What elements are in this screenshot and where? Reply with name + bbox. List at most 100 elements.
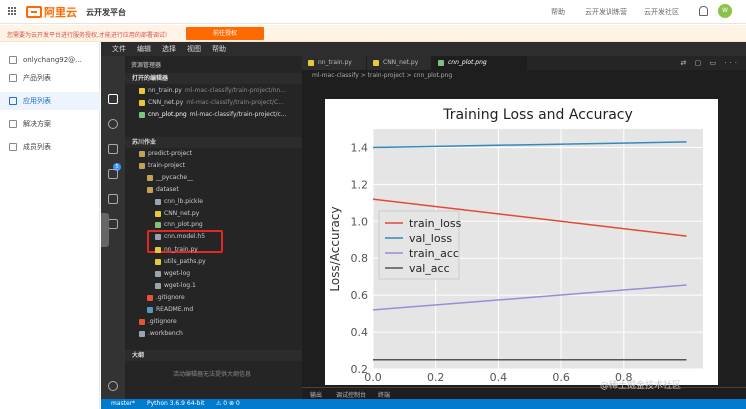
notice-text: 您需要为云开发平台进行服务授权,才能进行应用的部署调试! — [7, 32, 168, 39]
tree-item[interactable]: cnn.model.h5 — [155, 231, 205, 242]
folder-icon — [147, 186, 153, 193]
python-interpreter[interactable]: Python 3.6.9 64-bit — [147, 400, 205, 407]
tree-label: cnn.model.h5 — [164, 233, 206, 240]
editor-toolbar-icons[interactable]: ⇄ ▢ ▭ ··· — [680, 59, 740, 67]
panel-tab-terminal[interactable]: 终端 — [378, 392, 391, 399]
nav-item-products[interactable]: 产品列表 — [0, 69, 100, 87]
tree-item[interactable]: .workbench — [139, 328, 183, 339]
folder-icon — [147, 174, 153, 181]
menu-file[interactable]: 文件 — [112, 45, 126, 53]
nav-item-solutions[interactable]: 解决方案 — [0, 115, 100, 133]
open-editor-item[interactable]: nn_train.py ml-mac-classify/train-project… — [139, 85, 286, 96]
tree-item[interactable]: train-project — [139, 160, 185, 171]
help-link[interactable]: 帮助 — [551, 8, 565, 16]
menu-view[interactable]: 视图 — [187, 45, 201, 53]
problems-count[interactable]: ⚠ 0 ⊗ 0 — [216, 400, 240, 407]
tree-item[interactable]: .gitignore — [139, 316, 177, 327]
loss-accuracy-chart: 0.20.40.60.81.01.21.40.0 0.2 0.4 0.6 0.8Trai… — [328, 107, 703, 384]
breadcrumb-item[interactable]: train-project — [367, 72, 405, 79]
source-control-icon[interactable] — [108, 144, 118, 154]
nav-item-members[interactable]: 成员列表 — [0, 138, 100, 156]
authorize-button[interactable]: 前往授权 — [186, 27, 264, 40]
open-editor-item[interactable]: cnn_plot.png ml-mac-classify/train-projec… — [139, 109, 287, 120]
breadcrumb-item[interactable]: ml-mac-classify — [312, 72, 359, 79]
tree-label: predict-project — [148, 150, 192, 157]
tree-label: .gitignore — [148, 318, 177, 325]
member-icon — [9, 143, 17, 151]
user-name: onlychang92@... — [23, 56, 82, 64]
user-account[interactable]: onlychang92@... — [0, 51, 100, 69]
panel-tab-output[interactable]: 输出 — [310, 392, 323, 399]
menu-select[interactable]: 选择 — [162, 45, 176, 53]
tree-label: wget-log.1 — [164, 282, 196, 289]
community-link[interactable]: 云开发社区 — [644, 8, 679, 16]
open-editor-item[interactable]: CNN_net.py ml-mac-classify/train-project/… — [139, 97, 284, 108]
legend-label: val_acc — [409, 262, 450, 275]
menu-help[interactable]: 帮助 — [212, 45, 226, 53]
tree-item[interactable]: utils_paths.py — [155, 256, 206, 267]
tree-item[interactable]: __pycache__ — [147, 172, 193, 183]
tab-cnn-net[interactable]: CNN_net.py — [367, 56, 432, 70]
python-file-icon — [155, 246, 161, 253]
nav-item-apps[interactable]: 应用列表 — [0, 92, 100, 110]
tree-item[interactable]: predict-project — [139, 148, 192, 159]
tree-item[interactable]: nn_train.py — [155, 244, 198, 255]
y-tick-label: 1.2 — [351, 178, 369, 191]
plot-image: 0.2 0.4 0.6 0.8 1.0 1.2 1.4 0.0 0.2 0.4 0.6 0.8 Trai… — [325, 99, 718, 385]
remote-icon[interactable] — [108, 219, 118, 229]
open-editor-name: nn_train.py — [148, 87, 182, 94]
workspace-header[interactable]: 苏川作业 — [125, 137, 302, 148]
aliyun-logo[interactable]: 阿里云 — [26, 5, 77, 19]
open-editors-header[interactable]: 打开的编辑器 — [125, 73, 302, 84]
panel-tab-debug-console[interactable]: 调试控制台 — [336, 392, 367, 399]
breadcrumb-item[interactable]: cnn_plot.png — [413, 72, 453, 79]
image-file-icon — [139, 111, 145, 118]
training-camp-link[interactable]: 云开发训练营 — [585, 8, 627, 16]
tree-label: dataset — [156, 186, 179, 193]
git-file-icon — [147, 294, 153, 301]
open-editor-path: ml-mac-classify/train-project/c... — [189, 111, 287, 118]
python-file-icon — [373, 60, 379, 66]
tree-item[interactable]: wget-log.1 — [155, 280, 196, 291]
tree-item[interactable]: cnn_lb.pickle — [155, 196, 203, 207]
explorer-sidebar: 资源管理器 打开的编辑器 nn_train.py ml-mac-classify/… — [125, 56, 302, 399]
extensions-icon[interactable] — [108, 194, 118, 204]
tree-label: cnn_lb.pickle — [164, 198, 203, 205]
search-icon[interactable] — [108, 119, 118, 129]
tab-nn-train[interactable]: nn_train.py — [302, 56, 367, 70]
app-grid-icon[interactable] — [8, 7, 17, 16]
tree-item[interactable]: cnn_plot.png — [155, 219, 203, 230]
python-file-icon — [139, 99, 145, 106]
outline-header[interactable]: 大纲 — [125, 350, 302, 361]
grid-icon — [9, 74, 17, 82]
ide-menubar: 文件 编辑 选择 视图 帮助 — [101, 42, 746, 56]
explorer-icon[interactable] — [108, 94, 118, 104]
avatar[interactable]: W — [718, 4, 732, 18]
y-axis-label: Loss/Accuracy — [328, 206, 342, 291]
collapse-handle[interactable] — [101, 213, 109, 247]
tree-label: nn_train.py — [164, 246, 198, 253]
scm-badge: 5 — [113, 163, 121, 171]
open-editor-name: cnn_plot.png — [148, 111, 187, 118]
y-tick-label: 0.4 — [351, 326, 369, 339]
tree-item[interactable]: dataset — [147, 184, 179, 195]
file-icon — [155, 282, 161, 289]
tree-item[interactable]: CNN_net.py — [155, 208, 199, 219]
tab-label: nn_train.py — [318, 59, 352, 66]
git-branch[interactable]: master* — [111, 400, 136, 407]
tree-label: README.md — [156, 306, 194, 313]
tab-cnn-plot[interactable]: cnn_plot.png — [432, 56, 527, 70]
platform-title[interactable]: 云开发平台 — [86, 8, 126, 17]
tree-item[interactable]: .gitignore — [147, 292, 185, 303]
bell-icon[interactable] — [699, 6, 708, 16]
python-file-icon — [308, 60, 314, 66]
tree-item[interactable]: README.md — [147, 304, 193, 315]
image-file-icon — [438, 60, 444, 66]
tree-label: __pycache__ — [156, 174, 194, 181]
y-tick-label: 0.6 — [351, 289, 369, 302]
tree-item[interactable]: wget-log — [155, 268, 190, 279]
menu-edit[interactable]: 编辑 — [137, 45, 151, 53]
gear-icon[interactable] — [108, 381, 118, 391]
x-tick-label: 0.0 — [364, 371, 382, 384]
debug-icon[interactable] — [108, 169, 118, 179]
